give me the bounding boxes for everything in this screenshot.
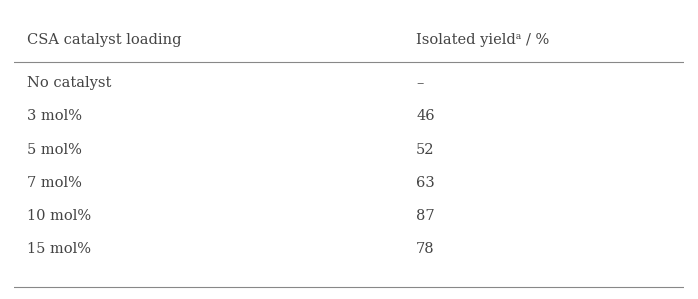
Text: 87: 87 [416,208,435,222]
Text: –: – [416,77,424,91]
Text: 10 mol%: 10 mol% [27,208,91,222]
Text: 5 mol%: 5 mol% [27,143,82,156]
Text: 15 mol%: 15 mol% [27,242,91,256]
Text: CSA catalyst loading: CSA catalyst loading [27,33,182,48]
Text: No catalyst: No catalyst [27,77,112,91]
Text: Isolated yieldᵃ / %: Isolated yieldᵃ / % [416,33,549,48]
Text: 78: 78 [416,242,435,256]
Text: 63: 63 [416,176,435,190]
Text: 3 mol%: 3 mol% [27,109,82,123]
Text: 46: 46 [416,109,435,123]
Text: 7 mol%: 7 mol% [27,176,82,190]
Text: 52: 52 [416,143,435,156]
